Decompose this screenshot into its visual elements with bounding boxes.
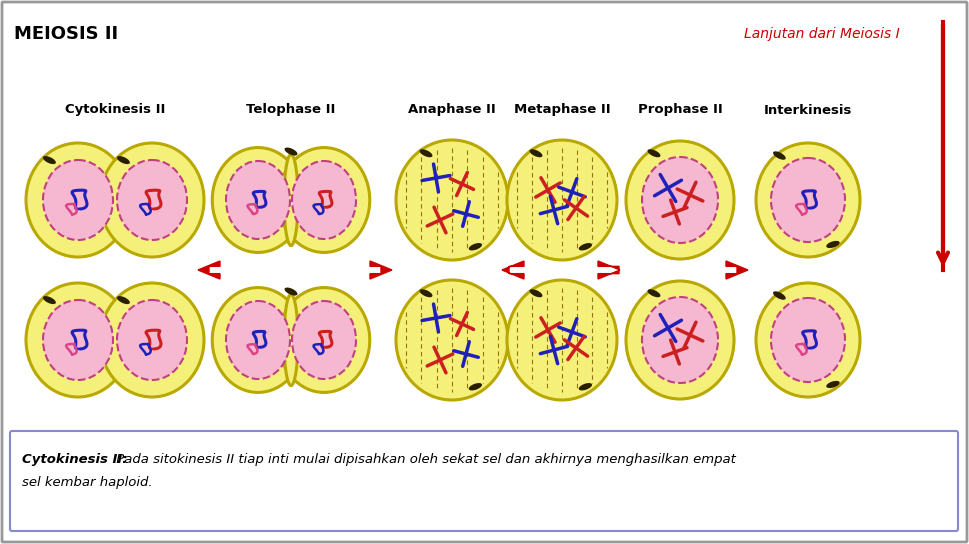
- Ellipse shape: [284, 288, 297, 295]
- FancyArrow shape: [725, 261, 747, 279]
- Ellipse shape: [43, 300, 112, 380]
- Text: Pada sitokinesis II tiap inti mulai dipisahkan oleh sekat sel dan akhirnya mengh: Pada sitokinesis II tiap inti mulai dipi…: [111, 453, 735, 466]
- Ellipse shape: [641, 297, 717, 383]
- Ellipse shape: [395, 140, 508, 260]
- Ellipse shape: [507, 140, 616, 260]
- Ellipse shape: [529, 149, 542, 157]
- Ellipse shape: [226, 301, 290, 379]
- Ellipse shape: [578, 383, 591, 391]
- Text: Anaphase II: Anaphase II: [408, 103, 495, 116]
- Ellipse shape: [395, 280, 508, 400]
- Ellipse shape: [278, 147, 369, 252]
- Ellipse shape: [625, 281, 734, 399]
- Text: MEIOSIS II: MEIOSIS II: [14, 25, 118, 43]
- Ellipse shape: [420, 289, 432, 297]
- Ellipse shape: [578, 243, 591, 250]
- Ellipse shape: [755, 143, 860, 257]
- Ellipse shape: [278, 288, 369, 392]
- Ellipse shape: [625, 141, 734, 259]
- Ellipse shape: [226, 161, 290, 239]
- Ellipse shape: [292, 161, 356, 239]
- Text: Metaphase II: Metaphase II: [514, 103, 610, 116]
- Ellipse shape: [468, 243, 482, 250]
- Ellipse shape: [117, 156, 130, 164]
- Text: Cytokinesis II: Cytokinesis II: [65, 103, 165, 116]
- Ellipse shape: [507, 280, 616, 400]
- Ellipse shape: [468, 383, 482, 391]
- Text: Cytokinesis II:: Cytokinesis II:: [22, 453, 127, 466]
- Ellipse shape: [826, 241, 839, 248]
- Ellipse shape: [641, 157, 717, 243]
- Ellipse shape: [100, 143, 203, 257]
- Ellipse shape: [43, 156, 56, 164]
- Text: sel kembar haploid.: sel kembar haploid.: [22, 476, 152, 489]
- FancyArrow shape: [369, 261, 391, 279]
- FancyArrow shape: [502, 261, 523, 279]
- Ellipse shape: [117, 296, 130, 304]
- FancyBboxPatch shape: [10, 431, 957, 531]
- Ellipse shape: [100, 283, 203, 397]
- Ellipse shape: [647, 149, 660, 157]
- Text: Interkinesis: Interkinesis: [763, 103, 852, 116]
- Ellipse shape: [770, 158, 844, 242]
- Ellipse shape: [284, 154, 297, 245]
- FancyArrow shape: [198, 261, 220, 279]
- Ellipse shape: [43, 296, 56, 304]
- Ellipse shape: [292, 301, 356, 379]
- Ellipse shape: [26, 283, 130, 397]
- Ellipse shape: [529, 289, 542, 297]
- Ellipse shape: [284, 147, 297, 156]
- Ellipse shape: [117, 160, 187, 240]
- Ellipse shape: [117, 300, 187, 380]
- Ellipse shape: [772, 151, 785, 160]
- Ellipse shape: [212, 288, 303, 392]
- Ellipse shape: [212, 147, 303, 252]
- Ellipse shape: [284, 294, 297, 386]
- Text: Prophase II: Prophase II: [637, 103, 722, 116]
- Ellipse shape: [770, 298, 844, 382]
- Ellipse shape: [772, 292, 785, 300]
- Ellipse shape: [420, 149, 432, 157]
- Ellipse shape: [26, 143, 130, 257]
- Ellipse shape: [647, 289, 660, 297]
- Ellipse shape: [43, 160, 112, 240]
- Ellipse shape: [755, 283, 860, 397]
- Text: Lanjutan dari Meiosis I: Lanjutan dari Meiosis I: [743, 27, 899, 41]
- FancyArrow shape: [597, 261, 619, 279]
- Ellipse shape: [826, 381, 839, 388]
- Text: Telophase II: Telophase II: [246, 103, 335, 116]
